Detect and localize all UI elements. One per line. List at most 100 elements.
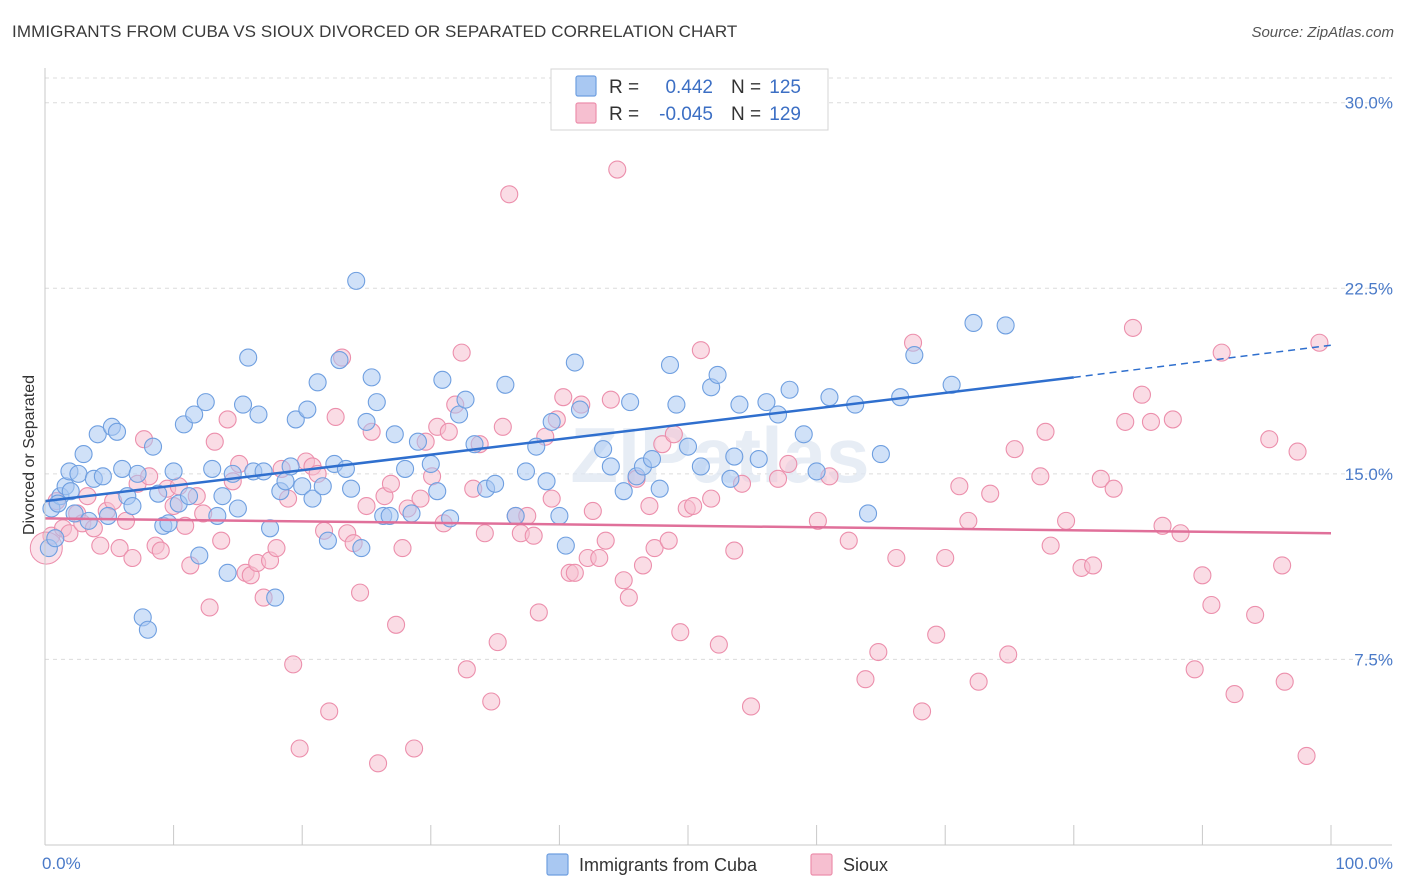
cuba-point <box>357 412 376 431</box>
sioux-point <box>1171 524 1190 543</box>
legend-r-label: R = <box>609 104 639 125</box>
sioux-point <box>1084 556 1103 575</box>
cuba-point <box>725 447 744 466</box>
cuba-points <box>39 271 1015 639</box>
sioux-point <box>488 633 507 652</box>
cuba-point <box>667 395 686 414</box>
sioux-point <box>969 672 988 691</box>
cuba-point <box>428 482 447 501</box>
sioux-point <box>601 390 620 409</box>
sioux-point <box>741 697 761 716</box>
legend-r-value: 0.442 <box>665 77 713 98</box>
cuba-point <box>185 405 204 424</box>
cuba-point <box>228 499 247 518</box>
cuba-point <box>61 482 80 501</box>
legend-box <box>550 68 829 131</box>
sioux-point <box>1288 442 1307 461</box>
bottom-legend-swatch <box>546 853 569 876</box>
cuba-point <box>871 445 890 464</box>
cuba-point <box>298 400 317 419</box>
sioux-point <box>913 702 932 721</box>
sioux-point <box>614 571 633 590</box>
sioux-point <box>1202 595 1221 615</box>
watermark: ZIPatlas <box>570 411 869 499</box>
cuba-trend-line <box>44 376 1074 503</box>
source-note: Source: ZipAtlas.com <box>1251 24 1394 41</box>
sioux-point <box>999 645 1018 664</box>
bottom-legend-label: Immigrants from Cuba <box>579 855 758 875</box>
sioux-point <box>1104 479 1123 498</box>
cuba-point <box>408 432 427 451</box>
sioux-point <box>1275 672 1294 691</box>
cuba-point <box>996 316 1015 335</box>
cuba-point <box>318 531 337 550</box>
sioux-point <box>1091 469 1110 488</box>
sioux-point <box>529 603 548 622</box>
sioux-point <box>320 702 339 721</box>
cuba-point <box>88 425 107 444</box>
sioux-point <box>381 474 400 493</box>
sioux-point <box>1273 556 1292 575</box>
cuba-point <box>249 405 268 424</box>
sioux-point <box>887 548 906 568</box>
cuba-point <box>380 506 399 525</box>
cuba-point <box>303 489 322 508</box>
legend: R = 0.442 N = 125 R = -0.045 N = 129 <box>550 68 829 131</box>
cuba-point <box>208 506 227 525</box>
sioux-point <box>702 489 721 508</box>
sioux-point <box>439 422 458 441</box>
sioux-point <box>284 655 303 674</box>
sioux-point <box>290 739 309 758</box>
cuba-point <box>143 437 163 456</box>
legend-n-value: 129 <box>769 104 801 125</box>
sioux-point <box>267 539 286 558</box>
cuba-point <box>347 271 366 290</box>
cuba-point <box>433 370 452 389</box>
sioux-point <box>500 185 519 204</box>
sioux-point <box>1246 605 1265 624</box>
cuba-point <box>621 393 640 412</box>
cuba-point <box>74 445 93 464</box>
sioux-point <box>1132 385 1152 404</box>
sioux-point <box>1041 536 1060 555</box>
sioux-point <box>212 531 231 550</box>
sioux-point <box>452 343 471 362</box>
cuba-point <box>721 469 740 488</box>
cuba-point <box>642 449 662 469</box>
sioux-point <box>1310 333 1329 352</box>
sioux-point <box>1031 467 1050 486</box>
cuba-point <box>330 351 349 370</box>
cuba-point <box>691 457 710 476</box>
cuba-point <box>556 536 575 555</box>
cuba-point <box>964 313 983 332</box>
sioux-point <box>869 642 888 662</box>
bottom-legend-label: Sioux <box>843 855 888 875</box>
sioux-point <box>590 548 609 568</box>
sioux-point <box>218 410 237 429</box>
cuba-point <box>313 477 332 496</box>
cuba-point <box>506 506 525 525</box>
cuba-point <box>362 368 381 387</box>
cuba-point <box>486 474 505 493</box>
cuba-point <box>708 365 727 384</box>
cuba-point <box>421 454 440 474</box>
cuba-point <box>128 464 147 483</box>
cuba-point <box>233 395 253 414</box>
sioux-point <box>671 623 690 642</box>
sioux-point <box>524 526 543 545</box>
cuba-point <box>858 504 878 523</box>
sioux-point <box>1141 412 1161 431</box>
cuba-point <box>537 472 556 491</box>
cuba-point <box>550 506 569 525</box>
sioux-point <box>1185 660 1204 679</box>
cuba-point <box>730 395 749 414</box>
sioux-point <box>808 511 827 530</box>
sioux-point <box>405 739 424 758</box>
cuba-point <box>79 511 98 530</box>
cuba-point <box>542 412 561 431</box>
sioux-point <box>369 754 388 773</box>
cuba-point <box>113 459 132 478</box>
sioux-point <box>387 615 406 634</box>
sioux-point <box>927 625 946 644</box>
